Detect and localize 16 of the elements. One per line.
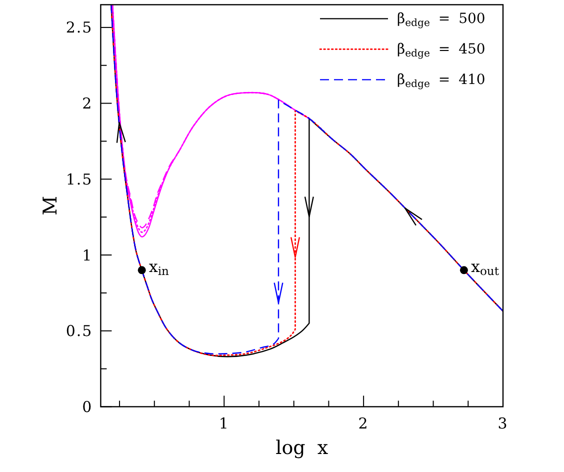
- x-axis-title: log x: [276, 437, 328, 459]
- legend-label: β$_{edge}$ = 410: [397, 72, 486, 90]
- annotation: x$_{out}$: [470, 257, 500, 279]
- annotation: x$_{in}$: [148, 257, 170, 279]
- x-tick-label: 3: [498, 414, 508, 433]
- y-tick-label: 0: [82, 398, 93, 416]
- y-tick-label: 2: [82, 94, 93, 113]
- y-tick-label: 2.5: [66, 18, 93, 37]
- legend-label: β$_{edge}$ = 500: [397, 10, 486, 29]
- y-axis-title: M: [40, 196, 62, 216]
- y-tick-label: 1.5: [66, 170, 93, 188]
- legend-label: β$_{edge}$ = 450: [397, 41, 486, 60]
- y-tick-label: 1: [82, 246, 93, 264]
- x-tick-label: 2: [358, 414, 369, 433]
- x-tick-label: 1: [218, 414, 230, 433]
- y-tick-label: 0.5: [66, 322, 93, 340]
